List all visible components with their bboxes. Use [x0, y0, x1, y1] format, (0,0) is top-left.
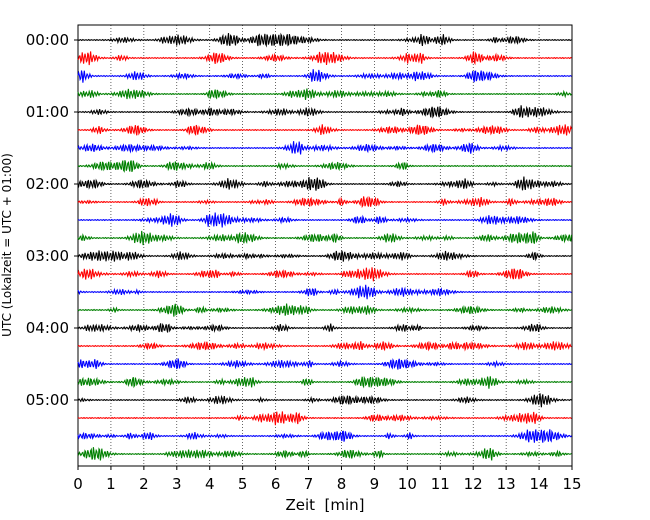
trace-line [77, 141, 572, 155]
trace-line [77, 250, 572, 262]
trace-line [77, 303, 572, 317]
x-tick-label: 5 [238, 475, 248, 493]
y-axis-label: UTC (Lokalzeit = UTC + 01:00) [0, 153, 14, 337]
x-axis-ticks: 0 1 2 3 4 5 6 7 8 9 10 11 12 13 14 15 [73, 466, 582, 493]
x-tick-label: 4 [205, 475, 215, 493]
x-tick-label: 7 [304, 475, 314, 493]
x-tick-label: 15 [562, 475, 581, 493]
x-tick-label: 12 [464, 475, 483, 493]
x-tick-label: 14 [530, 475, 549, 493]
trace-line [77, 393, 572, 408]
plot-frame [77, 24, 573, 467]
x-tick-label: 6 [271, 475, 281, 493]
trace-line [77, 176, 572, 191]
trace-line [77, 88, 572, 100]
trace-line [77, 340, 572, 352]
x-tick-label: 0 [73, 475, 83, 493]
trace-line [77, 51, 572, 66]
y-tick-label: 03:00 [26, 247, 69, 265]
y-tick-label: 05:00 [26, 391, 69, 409]
x-axis-label: Zeit [min] [285, 496, 364, 514]
y-tick-label: 00:00 [26, 31, 69, 49]
trace-line [77, 284, 572, 300]
trace-line [77, 447, 572, 461]
trace-line [77, 375, 572, 389]
x-tick-label: 9 [370, 475, 380, 493]
trace-line [77, 32, 572, 48]
trace-line [77, 429, 572, 443]
trace-line [77, 323, 572, 334]
trace-line [77, 160, 572, 173]
x-tick-label: 8 [337, 475, 347, 493]
y-tick-label: 04:00 [26, 319, 69, 337]
seismic-traces [77, 32, 573, 461]
x-tick-label: 2 [139, 475, 149, 493]
x-tick-label: 11 [431, 475, 450, 493]
x-tick-label: 1 [106, 475, 116, 493]
x-tick-label: 3 [172, 475, 182, 493]
trace-line [77, 230, 573, 246]
trace-line [77, 105, 572, 119]
trace-line [77, 195, 572, 209]
trace-line [77, 411, 572, 426]
trace-line [77, 69, 572, 83]
trace-line [77, 357, 572, 370]
x-tick-label: 13 [497, 475, 516, 493]
y-tick-label: 01:00 [26, 103, 69, 121]
trace-line [77, 124, 573, 136]
trace-line [77, 212, 572, 228]
x-tick-label: 10 [398, 475, 417, 493]
y-tick-label: 02:00 [26, 175, 69, 193]
trace-line [77, 267, 572, 282]
y-axis-ticks: 00:00 01:00 02:00 03:00 04:00 05:00 [26, 31, 78, 409]
